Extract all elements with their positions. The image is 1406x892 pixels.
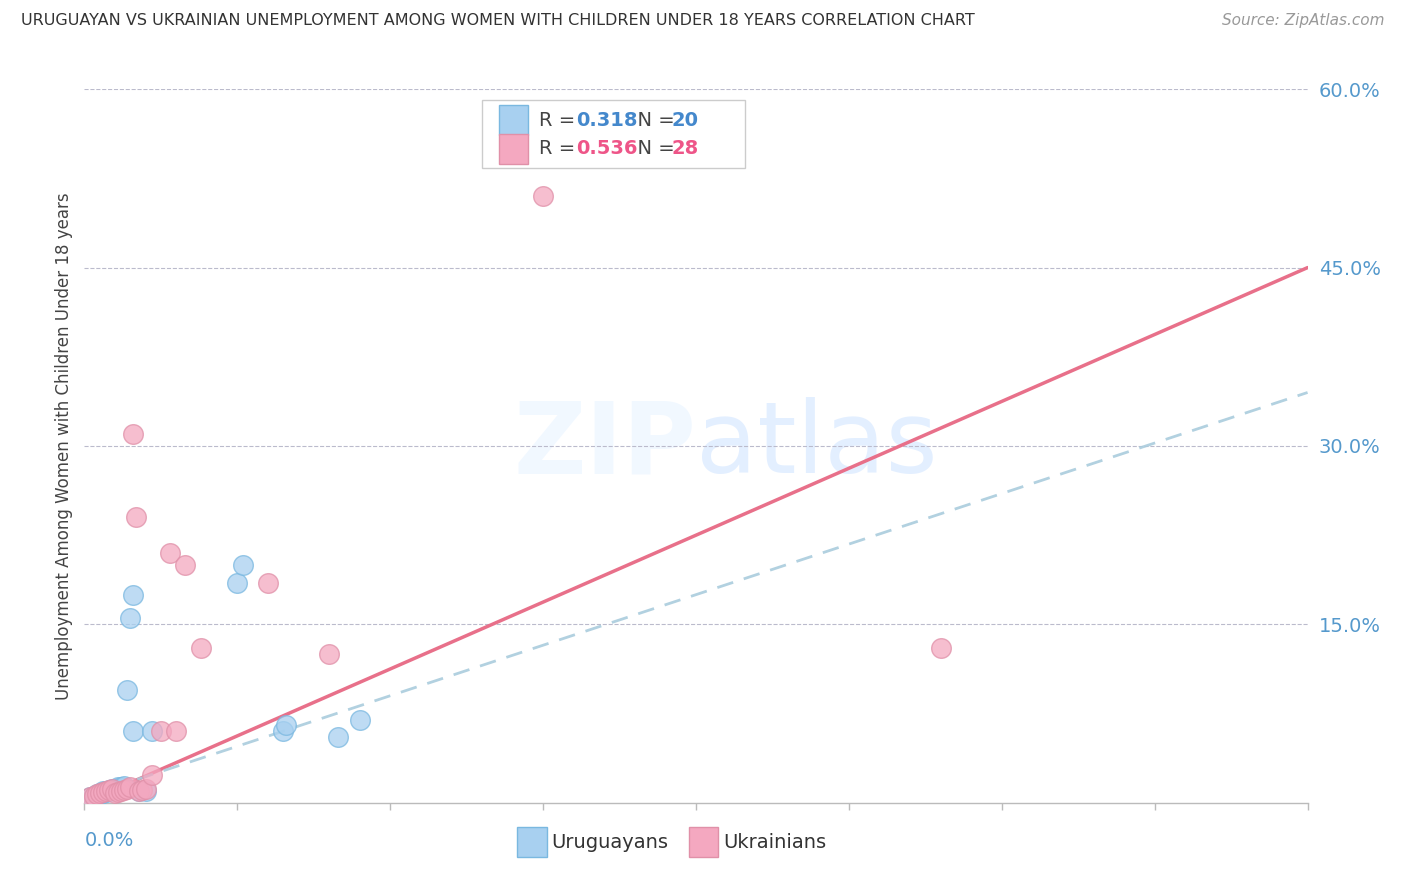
Point (257, 575, 280, 590)
Point (91, 786, 114, 800)
Point (86, 788, 108, 802)
Point (101, 781, 124, 796)
Point (232, 558, 254, 572)
FancyBboxPatch shape (482, 100, 745, 168)
Point (128, 784, 150, 798)
Point (110, 784, 132, 798)
Text: R =: R = (540, 111, 582, 130)
Point (929, 641, 952, 656)
Y-axis label: Unemployment Among Women with Children Under 18 years: Unemployment Among Women with Children U… (55, 192, 73, 700)
FancyBboxPatch shape (517, 827, 547, 857)
Point (122, 427, 145, 442)
Point (328, 731, 350, 745)
Point (122, 588, 145, 602)
Point (91, 785, 114, 799)
Point (141, 768, 163, 782)
Point (174, 558, 197, 572)
Point (141, 724, 163, 739)
Point (190, 641, 212, 656)
Text: 0.0%: 0.0% (84, 831, 134, 850)
Point (112, 782, 135, 797)
Point (89, 786, 111, 800)
Point (83, 789, 105, 803)
Point (165, 724, 187, 739)
Point (122, 724, 145, 739)
Point (89, 786, 111, 800)
FancyBboxPatch shape (499, 105, 529, 136)
Point (135, 784, 157, 798)
Point (101, 781, 124, 796)
Point (531, 189, 554, 203)
Point (135, 781, 157, 796)
Text: Ukrainians: Ukrainians (723, 832, 825, 852)
Point (97, 782, 120, 797)
Text: 20: 20 (672, 111, 699, 130)
Text: R =: R = (540, 139, 582, 159)
Point (104, 781, 127, 796)
Text: atlas: atlas (696, 398, 938, 494)
Text: 28: 28 (672, 139, 699, 159)
Point (107, 780, 129, 795)
Point (271, 724, 294, 739)
Point (94, 785, 117, 799)
Point (115, 682, 138, 697)
Point (91, 784, 114, 798)
FancyBboxPatch shape (499, 134, 529, 164)
Point (79, 789, 101, 804)
Text: Uruguayans: Uruguayans (551, 832, 669, 852)
Point (149, 724, 172, 739)
Point (97, 784, 120, 798)
Text: 0.536: 0.536 (576, 139, 637, 159)
Point (125, 510, 148, 524)
Point (89, 788, 111, 802)
Point (94, 784, 117, 798)
Point (112, 779, 135, 793)
Point (94, 784, 117, 798)
Point (110, 780, 132, 795)
Point (128, 784, 150, 798)
Point (120, 780, 142, 795)
Point (226, 575, 249, 590)
Point (276, 718, 298, 732)
Point (86, 788, 108, 802)
Point (83, 789, 105, 803)
Point (131, 782, 153, 797)
Text: ZIP: ZIP (513, 398, 696, 494)
Point (104, 786, 127, 800)
Point (101, 782, 124, 797)
Point (115, 781, 138, 796)
Point (159, 546, 181, 560)
FancyBboxPatch shape (689, 827, 718, 857)
Text: 0.318: 0.318 (576, 111, 637, 130)
Point (79, 789, 101, 804)
Text: N =: N = (626, 111, 681, 130)
Text: N =: N = (626, 139, 681, 159)
Text: Source: ZipAtlas.com: Source: ZipAtlas.com (1222, 13, 1385, 29)
Point (318, 647, 340, 661)
Point (120, 611, 142, 625)
Point (97, 782, 120, 797)
Point (107, 785, 129, 799)
Point (349, 713, 371, 727)
Text: URUGUAYAN VS UKRAINIAN UNEMPLOYMENT AMONG WOMEN WITH CHILDREN UNDER 18 YEARS COR: URUGUAYAN VS UKRAINIAN UNEMPLOYMENT AMON… (21, 13, 974, 29)
